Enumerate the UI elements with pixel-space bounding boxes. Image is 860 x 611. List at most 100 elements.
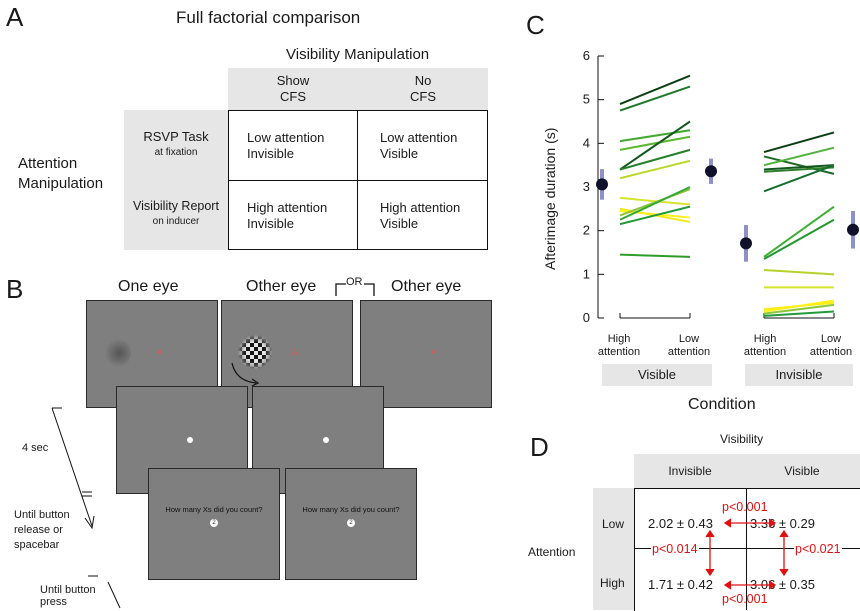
p-value-top: p<0.001 [722, 500, 768, 514]
cell-line: Visible [380, 146, 419, 161]
subject-line-invisible [763, 155, 835, 175]
tick-label-line: attention [743, 346, 787, 358]
tick-label-line: attention [597, 346, 641, 358]
fixation-dot [323, 437, 329, 443]
screen-question-right: How many Xs did you count? 2 [285, 468, 417, 580]
eye-label-one: One eye [118, 278, 179, 295]
eye-label-other-alt: Other eye [391, 278, 462, 295]
p-value-bottom: p<0.001 [722, 592, 768, 606]
subject-line-visible [619, 74, 691, 105]
screen-question-left: How many Xs did you count? 2 [148, 468, 280, 580]
tick-label-low-invisible: Low attention [806, 333, 856, 359]
subject-line-invisible [763, 205, 835, 258]
answer-marker: 2 [347, 519, 355, 527]
subject-line-invisible [763, 303, 835, 315]
cell-line: High attention [380, 200, 461, 215]
table-divider-horizontal [228, 180, 488, 181]
answer-marker: 2 [210, 519, 218, 527]
cell-high-visible: High attention Visible [380, 200, 460, 232]
y-tick-label: 1 [583, 266, 590, 281]
cell-line: High attention [247, 200, 328, 215]
timing-line: Until button [40, 584, 96, 596]
row-header-sub: at fixation [154, 147, 198, 158]
blurred-inducer [105, 339, 131, 367]
subject-line-visible [619, 205, 691, 226]
tick-label-high-visible: High attention [594, 333, 644, 359]
column-header-line: Show [276, 73, 310, 88]
screen-other-eye-blank: A [360, 300, 492, 408]
panel-letter-b: B [6, 274, 24, 304]
tick-label-line: High [607, 333, 631, 345]
attention-row-band [593, 488, 634, 610]
red-a-marker: A [157, 348, 163, 357]
mean-point [596, 178, 608, 191]
visibility-title: Visibility [720, 432, 764, 446]
row-header-visibility-report: Visibility Report on inducer [124, 199, 228, 227]
group-label-visible: Visible [602, 364, 712, 386]
tick-label-line: Low [820, 333, 842, 345]
panel-letter-c: C [526, 10, 545, 40]
timing-line: release or [14, 524, 63, 536]
checkerboard-mask [238, 335, 272, 369]
cell-line: Low attention [380, 130, 458, 145]
y-tick-label: 0 [583, 310, 590, 325]
column-header-band [228, 68, 488, 110]
significance-arrows [705, 518, 789, 590]
subject-line-visible [619, 85, 691, 112]
timing-release: Until button release or spacebar [14, 508, 70, 553]
subject-line-visible [619, 129, 691, 143]
value-high-visible: 3.06 ± 0.35 [750, 577, 815, 592]
subject-line-visible [619, 253, 691, 258]
or-label: OR [346, 276, 363, 288]
stats-table-frame [634, 488, 860, 611]
cell-line: Visible [380, 216, 419, 231]
tick-label-high-invisible: High attention [740, 333, 790, 359]
stats-table-divider-h [634, 548, 860, 549]
tick-label-line: attention [809, 346, 853, 358]
x-axis-label: Condition [688, 396, 756, 413]
question-text: How many Xs did you count? [165, 505, 263, 514]
col-header-invisible: Invisible [668, 464, 712, 478]
timing-line: Until button [14, 509, 70, 521]
subject-line-invisible [763, 164, 835, 193]
subject-line-invisible [763, 146, 835, 167]
row-header-sub: on inducer [152, 216, 200, 227]
attention-row-label: Attention [528, 545, 576, 559]
column-header-show-cfs: Show CFS [228, 73, 358, 105]
afterimage-chart: 0 1 2 3 4 5 6 [583, 48, 859, 325]
tick-label-line: High [753, 333, 777, 345]
p-value-right: p<0.021 [794, 542, 842, 556]
red-a-marker: A [431, 348, 437, 357]
row-header-high: High [600, 576, 625, 590]
y-tick-label: 5 [583, 92, 590, 107]
visibility-header-band [634, 454, 860, 488]
subject-line-invisible [763, 268, 835, 276]
row-header-line: Visibility Report [133, 199, 219, 213]
cell-line: Invisible [247, 216, 294, 231]
timing-line: spacebar [14, 539, 60, 551]
tick-label-line: attention [667, 346, 711, 358]
y-tick-label: 3 [583, 179, 590, 194]
tick-label-low-visible: Low attention [664, 333, 714, 359]
cell-low-invisible: Low attention Invisible [247, 130, 324, 162]
row-header-rsvp: RSVP Task at fixation [124, 129, 228, 158]
mean-point [847, 223, 859, 236]
group-label-invisible: Invisible [745, 364, 853, 386]
cell-line: Low attention [247, 130, 325, 145]
attention-manipulation-line: Attention [18, 155, 78, 172]
column-header-line: CFS [280, 89, 306, 104]
attention-manipulation-line: Manipulation [18, 175, 104, 192]
subject-line-invisible [763, 310, 835, 317]
col-header-visible: Visible [784, 464, 820, 478]
subject-line-visible [619, 186, 691, 221]
value-low-invisible: 2.02 ± 0.43 [648, 516, 713, 531]
y-tick-label: 6 [583, 48, 590, 63]
timeline-arrow [51, 407, 121, 609]
row-header-low: Low [602, 517, 625, 531]
subject-line-visible [619, 135, 691, 151]
panel-letter-a: A [6, 2, 24, 32]
cell-low-visible: Low attention Visible [380, 130, 457, 162]
subject-line-invisible [763, 166, 835, 173]
cell-line: Invisible [247, 146, 294, 161]
or-bracket [335, 283, 375, 296]
